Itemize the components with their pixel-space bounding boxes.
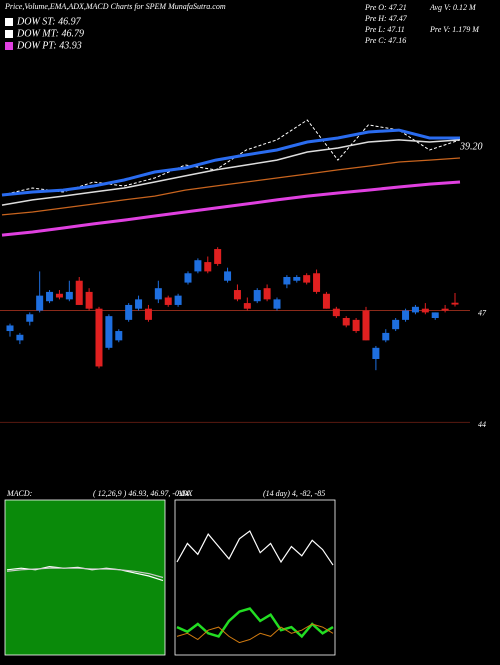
panel-label: ADX xyxy=(176,489,194,498)
candle-body xyxy=(402,310,410,320)
candle-body xyxy=(263,288,271,300)
info: Avg V: 0.12 M xyxy=(429,3,477,12)
legend-swatch xyxy=(5,42,13,50)
candle-body xyxy=(243,303,251,309)
candle-body xyxy=(204,262,212,272)
series-line xyxy=(1,157,461,216)
candle-body xyxy=(85,291,93,309)
candle-body xyxy=(313,273,321,292)
info: Pre L: 47.11 xyxy=(364,25,405,34)
chart-title: Price,Volume,EMA,ADX,MACD Charts for SPE… xyxy=(4,2,226,11)
candle-body xyxy=(224,271,232,281)
legend-label: DOW PT: 43.93 xyxy=(16,40,82,51)
y-tick-label: 44 xyxy=(478,420,486,429)
candle-body xyxy=(174,295,182,305)
candle-body xyxy=(164,297,172,305)
series-line xyxy=(6,567,164,579)
candle-body xyxy=(125,304,133,320)
series-line xyxy=(1,128,460,197)
candle-body xyxy=(154,288,162,300)
panel-background xyxy=(4,499,166,656)
candle-body xyxy=(36,295,44,311)
candle-body xyxy=(135,299,143,309)
series-line xyxy=(176,530,334,566)
candle-body xyxy=(95,308,103,367)
candle-body xyxy=(144,308,152,320)
candle-body xyxy=(283,277,291,285)
candle-body xyxy=(105,316,113,348)
candle-body xyxy=(214,249,222,264)
series-line xyxy=(1,139,461,206)
candle-body xyxy=(431,312,439,318)
legend-swatch xyxy=(5,30,13,38)
panel-label: MACD: xyxy=(6,489,33,498)
candle-body xyxy=(55,293,63,298)
info: Pre C: 47.16 xyxy=(364,36,406,45)
candle-body xyxy=(303,275,311,283)
panel-background xyxy=(174,499,336,656)
candle-body xyxy=(65,291,73,300)
legend-swatch xyxy=(5,18,13,26)
candle-body xyxy=(342,318,350,326)
series-line xyxy=(176,607,334,639)
candle-body xyxy=(16,334,24,341)
y-tick-label: 47 xyxy=(478,308,487,317)
candle-body xyxy=(75,280,83,305)
candle-body xyxy=(451,302,459,305)
candle-body xyxy=(26,314,34,322)
level-label: 39.20 xyxy=(459,141,483,152)
candle-body xyxy=(372,347,380,359)
candle-body xyxy=(362,310,370,341)
candle-body xyxy=(46,291,54,302)
candle-body xyxy=(352,319,360,332)
candle-body xyxy=(253,290,261,302)
legend-label: DOW MT: 46.79 xyxy=(16,28,84,39)
candle-body xyxy=(421,308,429,313)
panel-params: (14 day) 4, -82, -85 xyxy=(263,489,325,498)
candle-body xyxy=(293,277,301,281)
candle-body xyxy=(115,331,123,341)
candle-body xyxy=(411,306,419,313)
candle-body xyxy=(322,293,330,309)
candle-body xyxy=(233,290,241,300)
candle-body xyxy=(392,319,400,330)
info: Pre O: 47.21 xyxy=(364,3,407,12)
series-line xyxy=(1,180,461,237)
candle-body xyxy=(273,299,281,309)
info: Pre V: 1.179 M xyxy=(429,25,480,34)
candle-body xyxy=(194,260,202,272)
series-line xyxy=(176,623,334,644)
legend-label: DOW ST: 46.97 xyxy=(16,16,82,27)
info: Pre H: 47.47 xyxy=(364,14,408,23)
candle-body xyxy=(332,308,340,317)
panel-params: ( 12,26,9 ) 46.93, 46.97, -0.04 xyxy=(93,489,189,498)
candle-body xyxy=(441,308,449,311)
candle-body xyxy=(184,273,192,283)
candle-body xyxy=(382,332,390,341)
candle-body xyxy=(6,325,14,332)
